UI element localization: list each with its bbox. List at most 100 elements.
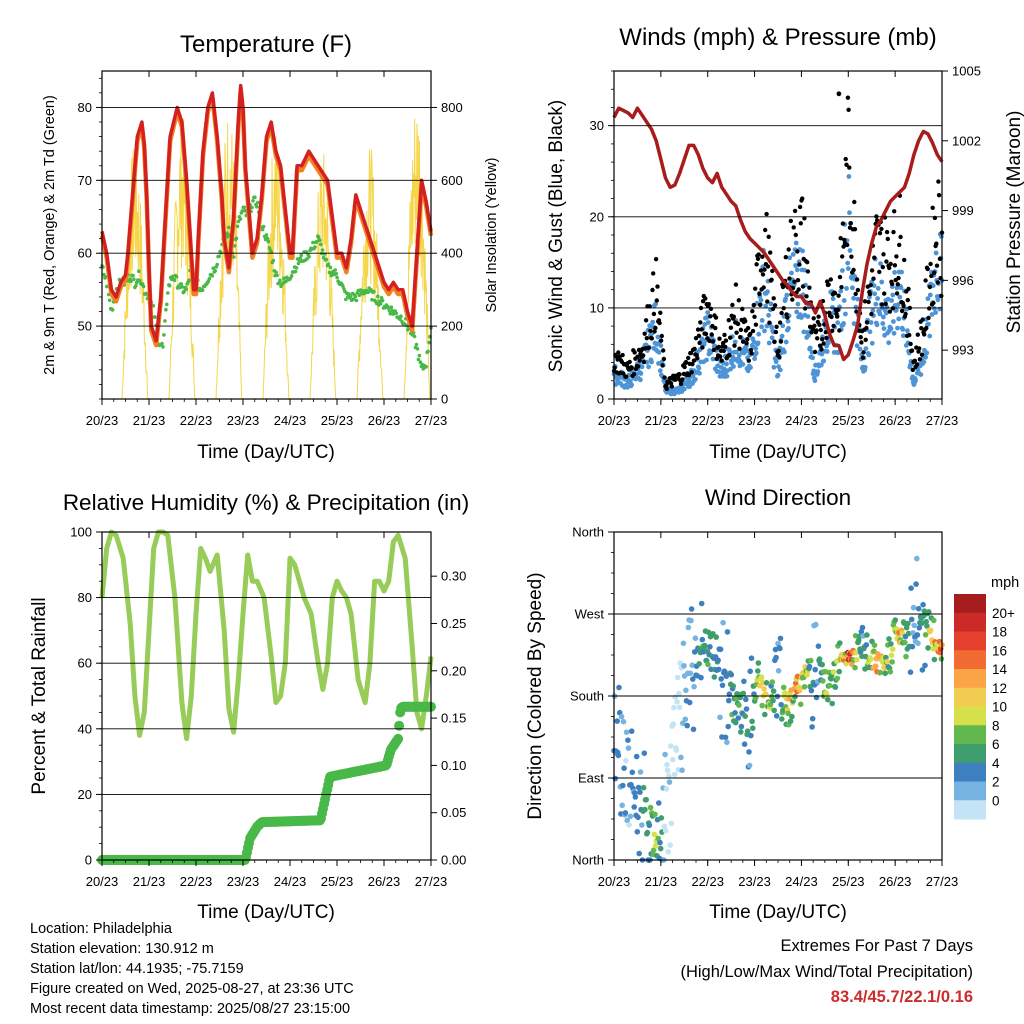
sonic-wind-point <box>807 345 813 351</box>
direction-point <box>698 600 705 607</box>
sonic-wind-point <box>799 315 804 320</box>
x-tick-label: 20/23 <box>598 874 631 889</box>
gust-point <box>864 325 869 331</box>
humidity-panel: Relative Humidity (%) & Precipitation (i… <box>29 490 469 923</box>
direction-point <box>669 756 676 763</box>
direction-point <box>777 645 783 652</box>
gust-point <box>641 359 647 365</box>
dewpoint-point <box>137 269 141 274</box>
dewpoint-point <box>271 258 276 263</box>
y-tick-label: 70 <box>78 173 92 188</box>
direction-point <box>728 671 735 678</box>
direction-point <box>635 814 641 821</box>
sonic-wind-point <box>759 324 764 330</box>
sonic-wind-point <box>697 370 702 376</box>
extremes-box: Extremes For Past 7 Days (High/Low/Max W… <box>680 934 973 1011</box>
direction-point <box>809 715 816 722</box>
direction-point <box>625 745 632 751</box>
direction-point <box>699 636 706 643</box>
direction-point <box>637 789 643 795</box>
dewpoint-point <box>260 227 265 232</box>
y2-tick-label: 0.30 <box>441 569 466 584</box>
gust-point <box>863 337 868 342</box>
gust-point <box>718 354 723 359</box>
sonic-wind-point <box>815 369 821 374</box>
gust-point <box>653 325 658 331</box>
x-tick-label: 26/23 <box>368 874 401 889</box>
gust-point <box>719 358 724 363</box>
recent-timestamp: Most recent data timestamp: 2025/08/27 2… <box>30 1001 351 1017</box>
sonic-wind-point <box>881 314 886 320</box>
sonic-wind-point <box>716 369 722 375</box>
sonic-wind-point <box>734 349 739 355</box>
gust-point <box>764 211 769 217</box>
gust-point <box>861 350 866 355</box>
dewpoint-point <box>137 278 142 283</box>
sonic-wind-point <box>871 283 877 288</box>
sonic-wind-point <box>765 289 770 295</box>
gust-point <box>809 330 814 335</box>
direction-point <box>748 732 754 739</box>
dewpoint-point <box>274 270 279 275</box>
sonic-wind-point <box>793 263 798 268</box>
gust-point <box>854 277 860 282</box>
direction-point <box>903 653 909 660</box>
sonic-wind-point <box>838 288 844 294</box>
direction-point <box>621 765 627 771</box>
direction-point <box>854 657 860 663</box>
legend-label: 4 <box>992 756 1000 771</box>
direction-point <box>809 724 815 730</box>
humidity-series-line <box>99 529 434 742</box>
x-tick-label: 23/23 <box>227 874 260 889</box>
sonic-wind-point <box>794 267 800 273</box>
humidity-title: Relative Humidity (%) & Precipitation (i… <box>63 490 469 515</box>
x-tick-label: 22/23 <box>691 874 724 889</box>
gust-point <box>766 234 771 239</box>
gust-point <box>723 344 728 349</box>
gust-point <box>797 262 802 267</box>
gust-point <box>892 263 898 268</box>
gust-point <box>934 241 939 246</box>
gust-point <box>888 261 893 267</box>
dewpoint-point <box>129 279 133 284</box>
direction-point <box>650 847 657 853</box>
gust-point <box>680 377 685 382</box>
station-info: Location: Philadelphia Station elevation… <box>30 919 354 1019</box>
gust-point <box>696 333 702 338</box>
direction-point <box>908 616 915 623</box>
direction-point <box>664 761 670 768</box>
gust-point <box>623 374 629 379</box>
sonic-wind-point <box>863 346 869 351</box>
gust-point <box>864 320 870 325</box>
direction-point <box>668 743 674 749</box>
direction-point <box>823 691 830 697</box>
direction-point <box>919 667 926 673</box>
gust-point <box>805 260 810 265</box>
sonic-wind-point <box>881 326 887 331</box>
gust-point <box>750 328 756 334</box>
y2-tick-label: 0.15 <box>441 711 466 726</box>
plot-frame <box>613 70 943 400</box>
direction-point <box>819 661 825 668</box>
direction-point <box>813 694 820 701</box>
sonic-wind-point <box>710 356 716 362</box>
sonic-wind-point <box>805 314 811 319</box>
dewpoint-point <box>253 195 257 200</box>
gust-point <box>648 328 653 333</box>
direction-point <box>738 723 745 730</box>
direction-point <box>770 697 776 704</box>
gust-point <box>830 328 835 333</box>
dewpoint-point <box>416 357 421 362</box>
direction-point <box>914 555 920 562</box>
sonic-wind-point <box>812 378 818 384</box>
direction-point <box>864 632 870 638</box>
wind-direction-title: Wind Direction <box>705 485 851 510</box>
direction-point <box>743 696 749 703</box>
gust-point <box>871 276 876 281</box>
gust-point <box>689 370 694 375</box>
gust-point <box>800 196 805 201</box>
gust-point <box>761 285 766 290</box>
gust-point <box>756 252 761 257</box>
gust-point <box>791 225 796 230</box>
gust-point <box>926 315 931 321</box>
